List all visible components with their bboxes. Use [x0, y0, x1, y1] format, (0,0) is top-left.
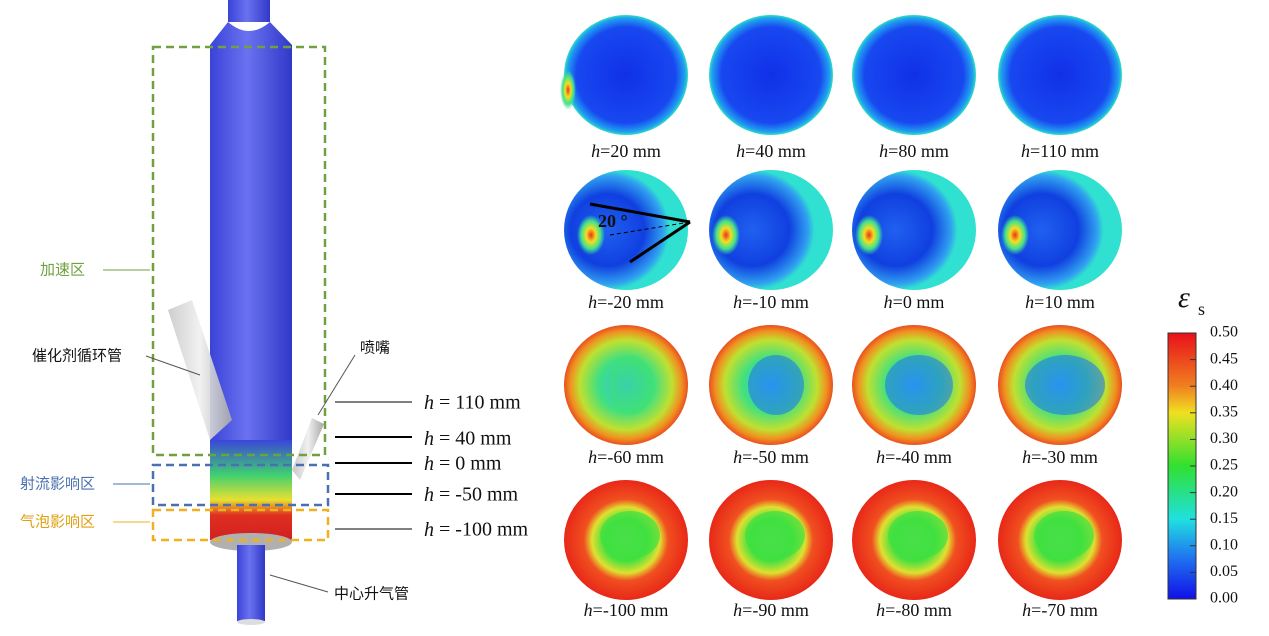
contour-spot	[712, 215, 740, 255]
slice-contour	[564, 15, 688, 135]
height-label: h = 110 mm	[424, 392, 521, 414]
angle-label: 20 °	[598, 211, 628, 231]
slice-caption: h=20 mm	[591, 141, 661, 161]
height-label: h = -100 mm	[424, 519, 528, 541]
contour-core	[748, 355, 804, 415]
colorbar-tick-label: 0.05	[1210, 563, 1238, 580]
contour-core	[888, 511, 948, 559]
colorbar-ticks: 0.00 0.05 0.10 0.15 0.20 0.25 0.30 0.35 0.40 0.45…	[1190, 324, 1238, 607]
colorbar-tick-label: 0.10	[1210, 536, 1238, 553]
slice-contour	[852, 170, 976, 290]
contour-spot	[855, 215, 883, 255]
height-label: h = 40 mm	[424, 428, 512, 450]
colorbar-subscript: s	[1198, 299, 1205, 319]
colorbar-title: ε	[1178, 281, 1190, 314]
contour-core	[885, 355, 953, 415]
height-label: h = 0 mm	[424, 453, 502, 475]
colorbar-tick-label: 0.50	[1210, 324, 1238, 341]
slice-caption: h=10 mm	[1025, 292, 1095, 312]
contour-spot	[1001, 215, 1029, 255]
height-label: h = -50 mm	[424, 484, 518, 506]
zone-label: 射流影响区	[20, 475, 95, 493]
reactor	[103, 0, 412, 625]
slice-caption: h=-60 mm	[588, 447, 664, 467]
slice-caption: h=-70 mm	[1022, 600, 1098, 620]
contour-core	[745, 511, 805, 559]
slice-contour	[852, 15, 976, 135]
slice-caption: h=40 mm	[736, 141, 806, 161]
colorbar-tick-label: 0.30	[1210, 430, 1238, 447]
colorbar-tick-label: 0.20	[1210, 483, 1238, 500]
slice-caption: h=110 mm	[1021, 141, 1099, 161]
slice-caption: h=-80 mm	[876, 600, 952, 620]
slice-caption: h=-100 mm	[584, 600, 669, 620]
colorbar-tick-label: 0.25	[1210, 457, 1238, 474]
colorbar-tick-label: 0.15	[1210, 510, 1238, 527]
contour-core	[609, 355, 653, 415]
slice-caption: h=-50 mm	[733, 447, 809, 467]
colorbar-tick-label: 0.40	[1210, 377, 1238, 394]
contour-core	[600, 511, 660, 559]
slice-caption: h=-40 mm	[876, 447, 952, 467]
part-label: 中心升气管	[334, 585, 409, 603]
contour-spot	[560, 70, 576, 110]
part-label: 喷嘴	[360, 339, 390, 357]
slice-caption: h=-20 mm	[588, 292, 664, 312]
contour-core	[1034, 511, 1094, 559]
slice-contour	[709, 170, 833, 290]
slice-caption: h=0 mm	[884, 292, 945, 312]
contour-spot	[577, 215, 605, 255]
colorbar-tick-label: 0.00	[1210, 590, 1238, 607]
slices: h=20 mm h=40 mm h=80 mm h=110 mm h=-20 mm h=-…	[560, 15, 1122, 620]
slice-caption: h=-10 mm	[733, 292, 809, 312]
zone-label: 气泡影响区	[20, 513, 95, 531]
contour-core	[1025, 355, 1105, 415]
zone-label: 加速区	[40, 261, 85, 279]
angle-mark	[589, 202, 691, 264]
slice-contour	[709, 15, 833, 135]
slice-contour	[564, 170, 688, 290]
slice-caption: h=80 mm	[879, 141, 949, 161]
slice-caption: h=-90 mm	[733, 600, 809, 620]
part-label: 催化剂循环管	[32, 347, 122, 365]
slice-contour	[998, 15, 1122, 135]
slice-contour	[998, 170, 1122, 290]
colorbar-tick-label: 0.45	[1210, 350, 1238, 367]
colorbar-tick-label: 0.35	[1210, 403, 1238, 420]
slice-caption: h=-30 mm	[1022, 447, 1098, 467]
